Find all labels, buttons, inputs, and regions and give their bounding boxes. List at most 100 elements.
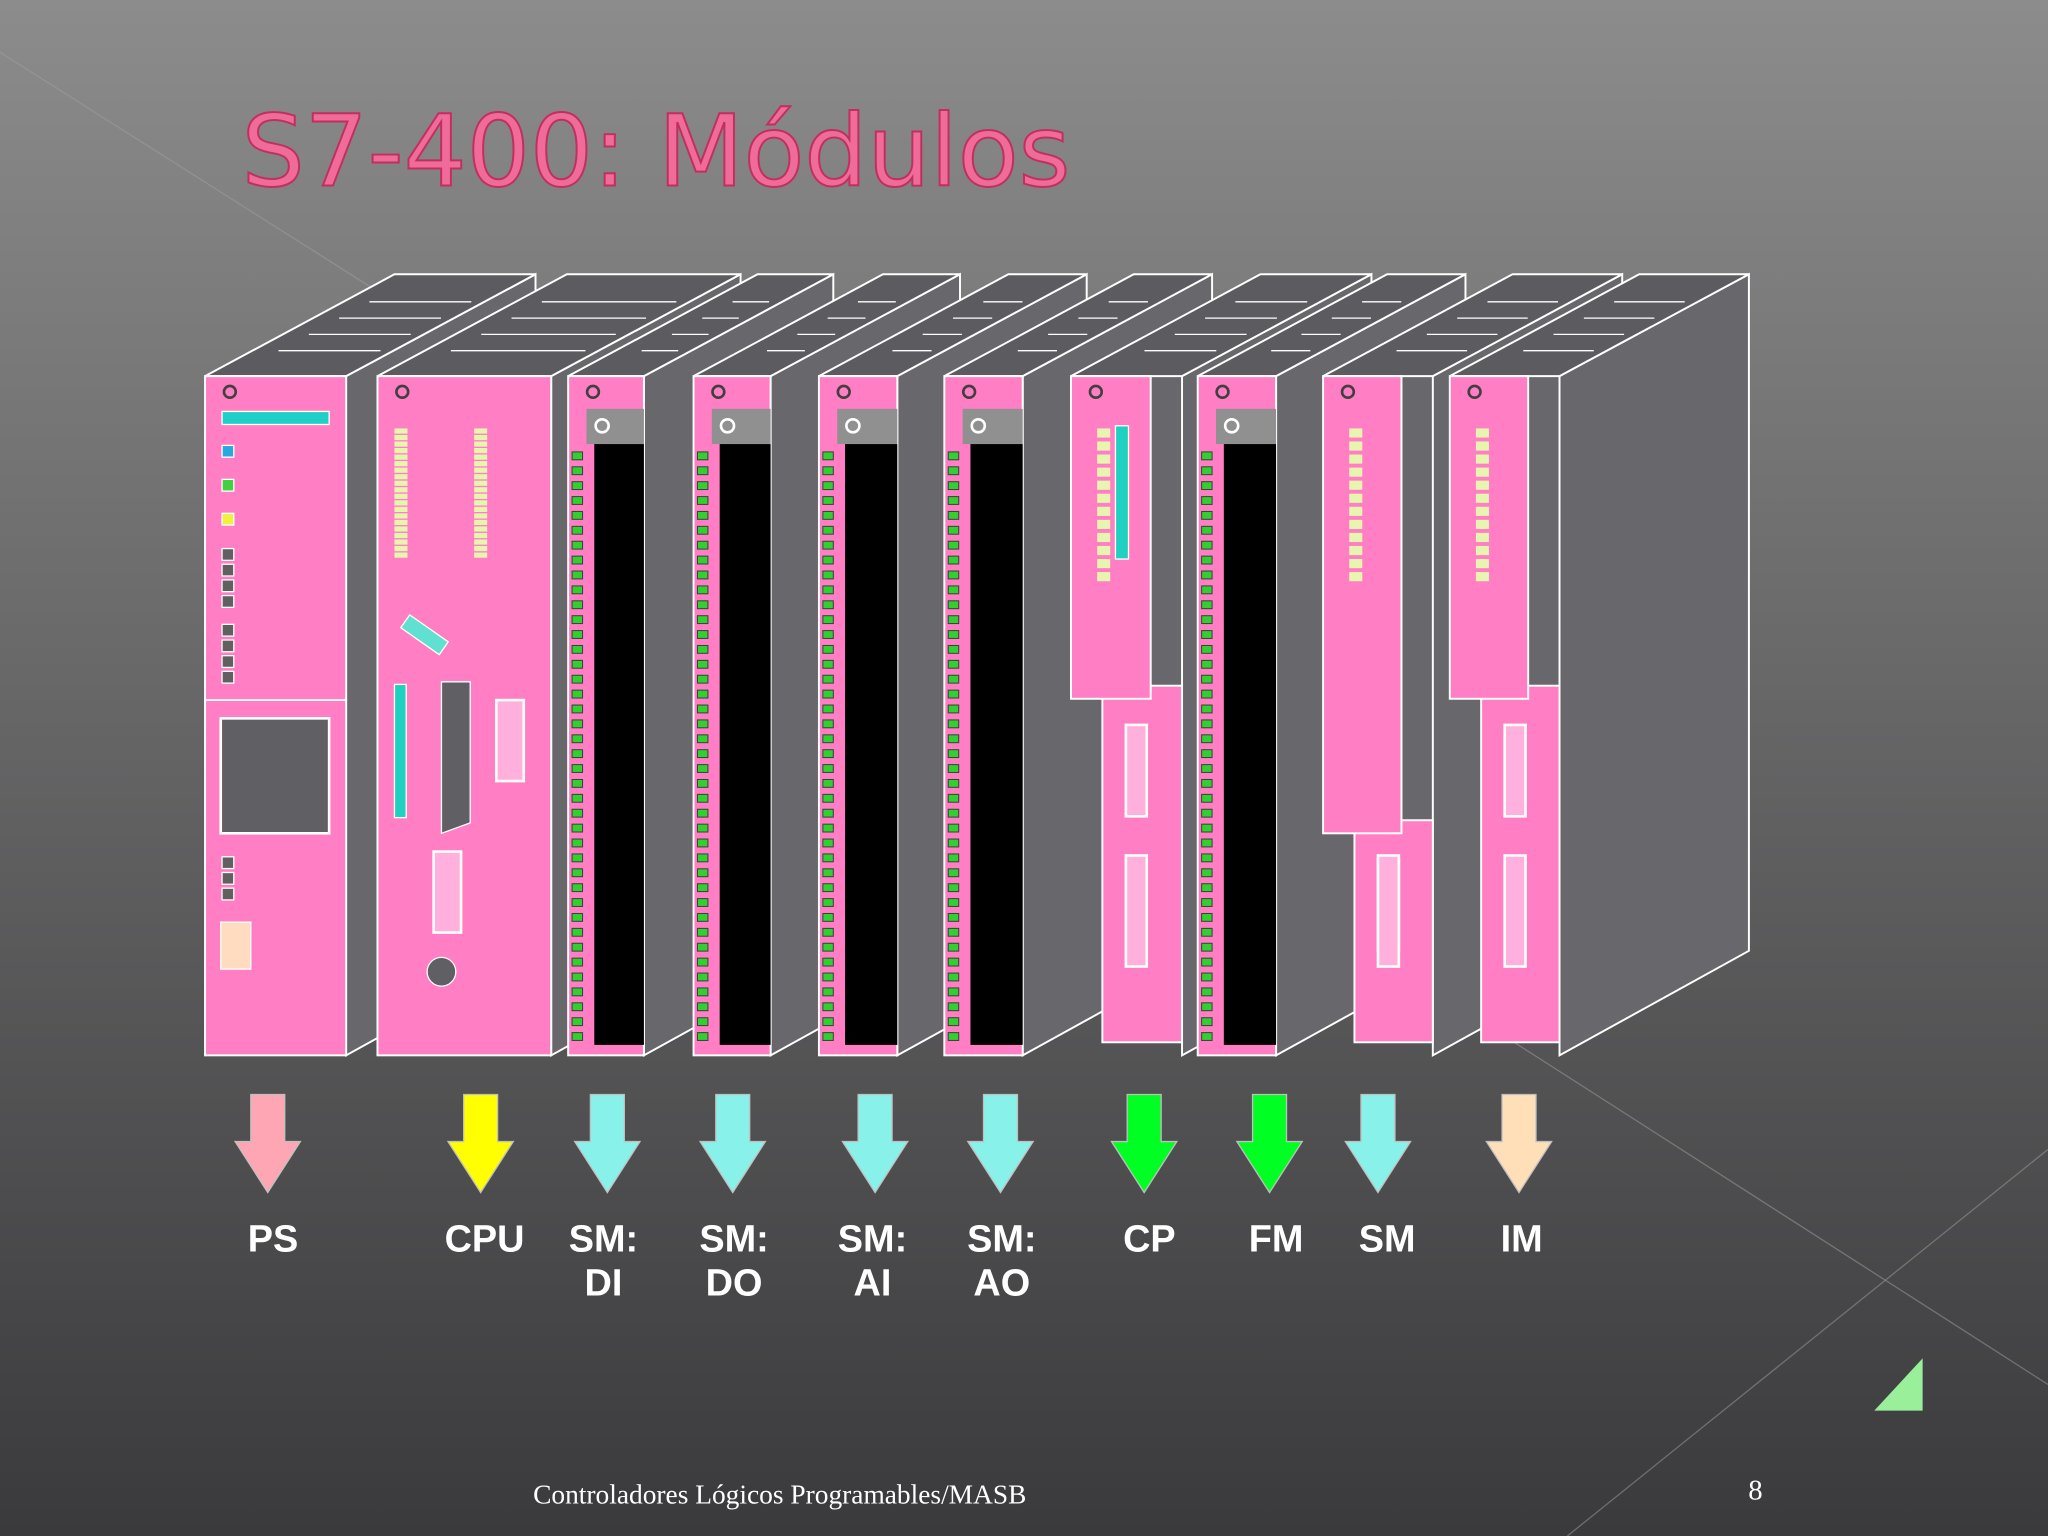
terminal-led [947,510,960,520]
module-label: AO [973,1263,1030,1305]
terminal-led [947,1017,960,1027]
terminal-led [822,972,834,982]
arrow [1110,1093,1179,1194]
terminal-led [1201,823,1213,833]
terminal-led [571,659,584,669]
terminal-led [571,808,584,818]
led [1475,493,1489,503]
arrow [966,1093,1035,1194]
terminal-led [696,719,709,729]
led [394,493,408,499]
terminal-led [822,555,834,565]
terminal-led [822,540,834,550]
screw [585,384,601,400]
led [1097,559,1111,569]
led [394,434,408,441]
key-switch [399,613,450,656]
terminal-led [822,615,834,625]
arrow [1344,1093,1412,1194]
terminal-led [696,555,709,565]
card-slot [393,683,407,819]
module-front [1322,375,1403,835]
terminal-led [571,793,584,803]
terminal-led [571,481,584,491]
terminal-led [696,704,709,714]
terminal-led [571,719,584,729]
led [394,461,408,467]
terminal-led [1201,764,1213,773]
terminal-led [947,957,960,967]
led [474,519,488,526]
terminal-led [1201,1032,1213,1041]
nav-triangle [1874,1358,1923,1411]
terminal-panel [845,444,898,1045]
led [1097,467,1111,477]
decor-line [0,51,393,301]
terminal-led [571,778,584,788]
led [1349,572,1363,582]
led [474,441,488,447]
terminal-led [822,674,834,684]
terminal-led [1201,451,1213,461]
terminal-led [571,630,584,639]
decor-line [1566,1148,2048,1536]
terminal-led [1201,898,1213,907]
led [394,467,408,473]
terminal-led [822,600,834,610]
terminal-led [696,1032,709,1041]
fuse [220,921,252,970]
terminal-led [696,898,709,907]
terminal-led [947,1002,960,1012]
led [1349,428,1363,438]
terminal-led [822,808,834,818]
card-slot [1114,425,1130,560]
terminal-led [1201,644,1213,654]
terminal-led [822,853,834,863]
terminal-led [696,659,709,669]
switch [221,856,235,870]
terminal-led [1201,674,1213,684]
connector [1124,723,1149,818]
terminal-led [696,793,709,803]
terminal-led [822,510,834,520]
terminal-led [696,883,709,893]
terminal-led [1201,585,1213,595]
terminal-led [947,689,960,699]
led [1475,467,1489,477]
terminal-led [571,883,584,893]
terminal-led [822,957,834,967]
terminal-led [947,912,960,922]
terminal-led [947,496,960,505]
switch [221,547,235,561]
led [1097,506,1111,516]
terminal-led [947,972,960,982]
terminal-led [1201,749,1213,759]
connector [1503,723,1527,818]
terminal-led [571,525,584,535]
module-label: SM [1359,1218,1416,1260]
terminal-led [822,898,834,907]
led [474,467,488,473]
led [1475,572,1489,582]
terminal-led [1201,466,1213,476]
terminal-led [696,838,709,848]
led [394,552,408,558]
terminal-led [822,719,834,729]
terminal-led [947,1032,960,1041]
led [1475,545,1489,556]
switch [221,563,235,577]
arrow [841,1093,909,1194]
footer: Controladores Lógicos Programables/MASB [533,1479,1026,1509]
led [1475,480,1489,490]
terminal-led [1201,1017,1213,1027]
terminal-led [571,749,584,759]
terminal-led [947,719,960,729]
led [1097,428,1111,438]
terminal-led [947,898,960,907]
screw [395,384,410,400]
terminal-led [571,689,584,699]
module-label: SM: [838,1218,907,1260]
terminal-led [571,451,584,461]
terminal-led [947,942,960,952]
led [1475,532,1489,543]
